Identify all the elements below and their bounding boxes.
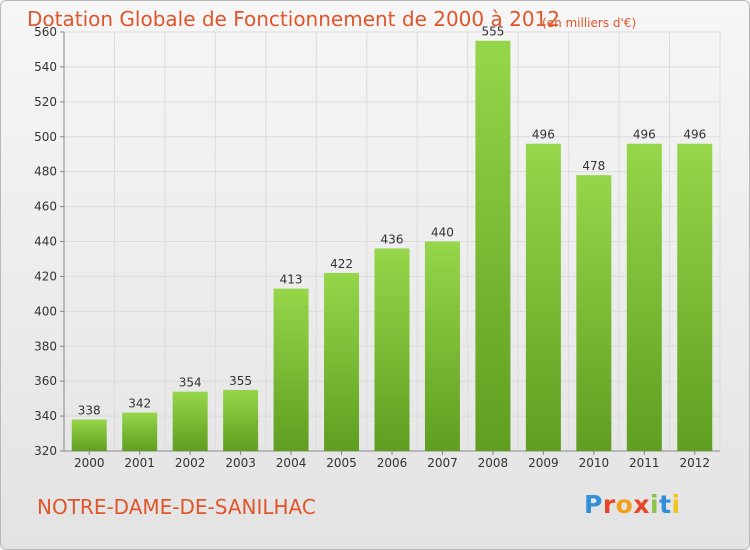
logo-letter: o (615, 490, 634, 519)
bar (576, 175, 612, 452)
x-tick-label: 2011 (629, 456, 660, 470)
y-tick-label: 360 (34, 374, 57, 388)
bar (71, 419, 107, 451)
data-label: 478 (582, 159, 605, 173)
logo-letter: i (671, 490, 681, 519)
data-label: 555 (481, 25, 504, 39)
x-tick-label: 2006 (377, 456, 408, 470)
data-label: 413 (280, 273, 303, 287)
data-label: 496 (683, 128, 706, 142)
x-tick-label: 2010 (579, 456, 610, 470)
y-tick-label: 440 (34, 235, 57, 249)
logo-letter: x (633, 490, 650, 519)
x-tick-label: 2007 (427, 456, 458, 470)
bar (273, 288, 309, 451)
data-label: 354 (179, 376, 202, 390)
x-tick-label: 2005 (326, 456, 357, 470)
logo-letter: i (650, 490, 660, 519)
y-tick-label: 520 (34, 95, 57, 109)
x-tick-label: 2000 (74, 456, 105, 470)
logo-letter: r (602, 490, 616, 519)
x-tick-label: 2001 (124, 456, 155, 470)
bar (122, 412, 158, 451)
y-tick-label: 460 (34, 200, 57, 214)
bar (374, 248, 410, 451)
data-label: 496 (532, 128, 555, 142)
x-tick-label: 2004 (276, 456, 307, 470)
bar (626, 143, 662, 451)
y-tick-label: 420 (34, 269, 57, 283)
data-label: 440 (431, 226, 454, 240)
bars (71, 40, 713, 452)
labels: 320 340 360 380 400 420 440 460 480 500 520 540 560 3… (34, 25, 710, 470)
x-tick-label: 2002 (175, 456, 206, 470)
data-label: 422 (330, 257, 353, 271)
data-label: 342 (128, 397, 151, 411)
chart-subtitle: (en milliers d'€) (542, 16, 637, 30)
y-tick-label: 340 (34, 409, 57, 423)
y-tick-label: 500 (34, 130, 57, 144)
bar (677, 143, 713, 451)
bar (324, 272, 360, 451)
commune-name: NOTRE-DAME-DE-SANILHAC (37, 495, 316, 519)
chart-title: Dotation Globale de Fonctionnement de 20… (27, 7, 560, 31)
x-tick-label: 2009 (528, 456, 559, 470)
data-label: 496 (633, 128, 656, 142)
y-tick-label: 540 (34, 60, 57, 74)
x-tick-label: 2012 (679, 456, 710, 470)
data-label: 338 (78, 404, 101, 418)
x-tick-label: 2003 (225, 456, 256, 470)
bar (525, 143, 561, 451)
y-tick-label: 560 (34, 25, 57, 39)
data-label: 436 (381, 232, 404, 246)
proxiti-logo[interactable]: Proxiti (584, 490, 681, 519)
y-tick-label: 400 (34, 304, 57, 318)
logo-letter: t (659, 490, 672, 519)
logo-letter: P (584, 490, 603, 519)
x-tick-label: 2008 (478, 456, 509, 470)
y-tick-label: 380 (34, 339, 57, 353)
y-tick-label: 480 (34, 165, 57, 179)
data-label: 355 (229, 374, 252, 388)
bar (172, 391, 208, 451)
bar (424, 241, 460, 451)
y-tick-label: 320 (34, 444, 57, 458)
bar (223, 389, 259, 451)
bar (475, 40, 511, 452)
